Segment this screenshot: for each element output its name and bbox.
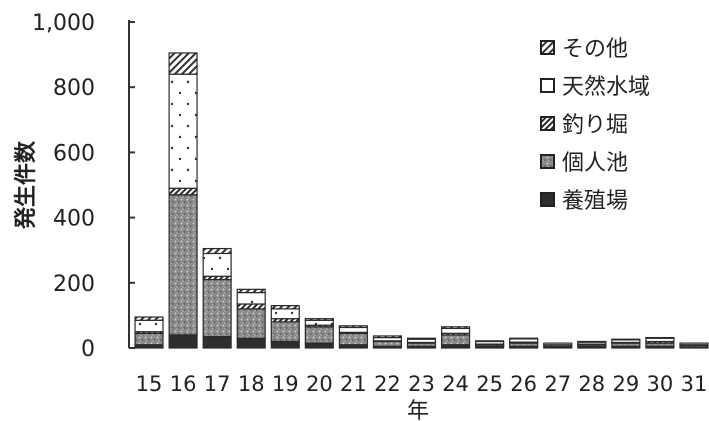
legend-label: 養殖場 xyxy=(562,189,628,214)
bar-segment xyxy=(134,316,164,321)
bar-segment xyxy=(168,194,198,336)
bar-segment xyxy=(202,335,232,349)
y-tick-label: 400 xyxy=(53,207,95,232)
bar-segment xyxy=(236,288,266,294)
y-tick-label: 0 xyxy=(81,337,95,362)
x-tick-label: 31 xyxy=(681,372,708,396)
bar-segment xyxy=(543,342,573,346)
y-tick-label: 1,000 xyxy=(32,11,95,36)
bar-segment xyxy=(134,332,164,346)
legend-label: 個人池 xyxy=(562,151,628,176)
legend-label: 釣り堀 xyxy=(562,113,628,138)
bar-segment xyxy=(679,342,709,346)
bar-segment xyxy=(440,327,471,334)
x-tick-label: 25 xyxy=(476,372,503,396)
y-tick-label: 800 xyxy=(53,76,95,101)
bar-segment xyxy=(645,336,675,339)
bar-segment xyxy=(202,252,232,277)
x-tick-label: 15 xyxy=(136,372,163,396)
bar-segment xyxy=(134,319,164,333)
x-tick-label: 27 xyxy=(544,372,571,396)
bar-segment xyxy=(338,332,368,346)
bar-segment xyxy=(475,340,505,343)
legend-swatch xyxy=(540,78,555,93)
x-tick-label: 22 xyxy=(374,372,401,396)
bar-segment xyxy=(270,321,300,343)
x-tick-label: 29 xyxy=(612,372,639,396)
bar-segment xyxy=(509,337,539,340)
bar-segment xyxy=(270,308,300,320)
x-tick-label: 17 xyxy=(204,372,231,396)
bar-segment xyxy=(406,337,437,340)
x-tick-label: 28 xyxy=(578,372,605,396)
bar-segment xyxy=(202,278,232,338)
x-tick-label: 16 xyxy=(170,372,197,396)
x-tick-label: 18 xyxy=(238,372,265,396)
y-axis-title: 発生件数 xyxy=(13,140,39,230)
x-tick-label: 26 xyxy=(510,372,537,396)
bar-segment xyxy=(611,338,641,341)
legend-swatch xyxy=(540,192,555,207)
bar-segment xyxy=(372,340,403,347)
y-tick-label: 600 xyxy=(53,141,95,166)
x-tick-label: 20 xyxy=(306,372,333,396)
x-axis: 15 16 17 18 19 20 21 22 23 24 25 26 27 28 29 30 31 xyxy=(136,372,708,396)
bar-segment xyxy=(440,326,471,330)
x-tick-label: 30 xyxy=(647,372,674,396)
bar-segment xyxy=(168,334,198,349)
y-tick-label: 200 xyxy=(53,272,95,297)
bars xyxy=(134,52,709,349)
bar-segment xyxy=(577,340,607,343)
bar-segment xyxy=(440,334,471,346)
legend-label: その他 xyxy=(562,37,628,62)
bar-segment xyxy=(338,325,368,329)
bar-segment xyxy=(236,308,266,339)
legend-swatch xyxy=(540,116,555,131)
bar-segment xyxy=(202,247,232,255)
bar-segment xyxy=(168,187,198,196)
bar-segment xyxy=(236,303,266,310)
bar-segment xyxy=(236,291,266,305)
legend-label: 天然水域 xyxy=(562,75,650,100)
x-tick-label: 19 xyxy=(272,372,299,396)
bar-segment xyxy=(304,326,334,344)
legend-swatch xyxy=(540,40,555,55)
bar-segment xyxy=(270,340,300,349)
bar-segment xyxy=(304,318,334,321)
x-tick-label: 24 xyxy=(442,372,469,396)
bar-segment xyxy=(236,337,266,349)
bar-segment xyxy=(372,335,403,339)
legend-swatch xyxy=(540,154,555,169)
bar-segment xyxy=(304,342,334,349)
bar-segment xyxy=(168,73,198,189)
x-tick-label: 23 xyxy=(408,372,435,396)
x-axis-title: 年 xyxy=(407,399,429,421)
x-tick-label: 21 xyxy=(340,372,367,396)
y-axis: 0 200 400 600 800 1,000 xyxy=(32,11,135,362)
bar-segment xyxy=(304,319,334,326)
bar-segment xyxy=(168,52,198,75)
bar-segment xyxy=(338,326,368,333)
bar-segment xyxy=(270,305,300,310)
